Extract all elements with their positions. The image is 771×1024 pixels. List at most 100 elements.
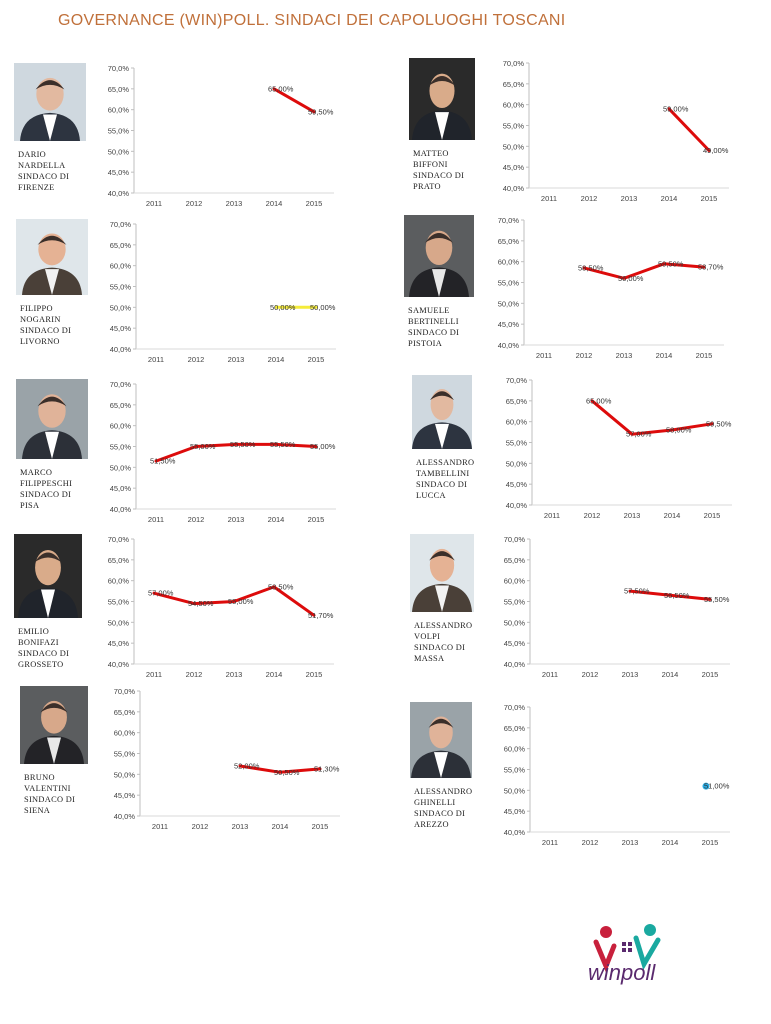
y-tick-label: 40,0% <box>504 828 526 837</box>
y-tick-label: 60,0% <box>114 729 136 738</box>
y-tick-label: 60,0% <box>504 577 526 586</box>
x-tick-label: 2012 <box>582 670 599 679</box>
x-tick-label: 2013 <box>226 670 243 679</box>
mayor-caption: EMILIO BONIFAZI SINDACO DI GROSSETO <box>18 626 104 670</box>
x-tick-label: 2012 <box>582 838 599 847</box>
y-tick-label: 65,0% <box>498 237 520 246</box>
mayor-caption-line: SAMUELE <box>408 306 450 315</box>
data-label: 58,50% <box>268 582 294 591</box>
mayor-caption-line: LIVORNO <box>20 337 60 346</box>
y-tick-label: 65,0% <box>503 80 525 89</box>
y-tick-label: 55,0% <box>110 443 132 452</box>
mayor-photo <box>404 215 474 297</box>
x-tick-label: 2012 <box>188 355 205 364</box>
x-tick-label: 2013 <box>232 822 249 831</box>
mayor-caption-line: LUCCA <box>416 491 446 500</box>
y-tick-label: 45,0% <box>110 324 132 333</box>
mayor-photo <box>16 379 88 459</box>
y-tick-label: 65,0% <box>108 556 130 565</box>
x-tick-label: 2013 <box>228 515 245 524</box>
mayor-caption-line: BIFFONI <box>413 160 448 169</box>
mayor-caption-line: SINDACO DI <box>20 326 72 335</box>
mayor-caption-line: BERTINELLI <box>408 317 459 326</box>
x-tick-label: 2014 <box>272 822 289 831</box>
approval-chart: 70,0% 65,0% 60,0% 55,0% 50,0% 45,0% 40,0% 2011 2… <box>86 63 336 213</box>
mayor-caption: MARCO FILIPPESCHI SINDACO DI PISA <box>20 467 106 511</box>
mayor-caption-line: BONIFAZI <box>18 638 59 647</box>
data-point <box>702 782 710 790</box>
y-tick-label: 50,0% <box>108 147 130 156</box>
x-tick-label: 2013 <box>622 838 639 847</box>
approval-chart: 70,0% 65,0% 60,0% 55,0% 50,0% 45,0% 40,0% 2011 2… <box>476 215 726 365</box>
x-tick-label: 2015 <box>308 515 325 524</box>
y-tick-label: 50,0% <box>504 618 526 627</box>
y-tick-label: 55,0% <box>108 127 130 136</box>
mayor-caption-line: DARIO <box>18 150 47 159</box>
data-label: 59,00% <box>663 104 689 113</box>
approval-chart: 70,0% 65,0% 60,0% 55,0% 50,0% 45,0% 40,0% 2011 2… <box>482 702 732 852</box>
data-label: 65,00% <box>268 84 294 93</box>
data-label: 51,70% <box>308 611 334 620</box>
x-tick-label: 2011 <box>146 199 162 208</box>
chart-svg: 70,0% 65,0% 60,0% 55,0% 50,0% 45,0% 40,0% 2011 2… <box>108 535 334 679</box>
mayor-caption-line: AREZZO <box>414 820 449 829</box>
mayor-caption-line: MARCO <box>20 468 53 477</box>
mayor-caption-line: MATTEO <box>413 149 449 158</box>
x-tick-label: 2012 <box>584 511 601 520</box>
x-tick-label: 2013 <box>616 351 633 360</box>
data-label: 55,50% <box>230 440 256 449</box>
mayor-panel-pistoia: SAMUELE BERTINELLI SINDACO DI PISTOIA 70,0% 6… <box>404 215 771 365</box>
mayor-caption: ALESSANDRO TAMBELLINI SINDACO DI LUCCA <box>416 457 502 501</box>
data-label: 49,00% <box>703 146 729 155</box>
x-tick-label: 2012 <box>576 351 593 360</box>
y-tick-label: 60,0% <box>504 745 526 754</box>
mayor-caption-line: SINDACO DI <box>414 643 466 652</box>
data-label: 57,00% <box>148 589 174 598</box>
y-tick-label: 40,0% <box>503 184 525 193</box>
approval-chart: 70,0% 65,0% 60,0% 55,0% 50,0% 45,0% 40,0% 2011 2… <box>92 686 342 836</box>
mayor-caption-line: GROSSETO <box>18 660 64 669</box>
mayor-caption-line: SIENA <box>24 806 51 815</box>
y-tick-label: 55,0% <box>506 439 528 448</box>
mayor-photo <box>20 686 88 764</box>
series-line <box>667 107 711 152</box>
y-tick-label: 55,0% <box>498 279 520 288</box>
x-tick-label: 2014 <box>266 670 283 679</box>
y-tick-label: 55,0% <box>504 598 526 607</box>
mayor-caption-line: VOLPI <box>414 632 441 641</box>
chart-svg: 70,0% 65,0% 60,0% 55,0% 50,0% 45,0% 40,0% 2011 2… <box>110 380 336 524</box>
approval-chart: 70,0% 65,0% 60,0% 55,0% 50,0% 45,0% 40,0% 2011 2… <box>86 534 336 684</box>
data-label: 50,00% <box>270 303 296 312</box>
mayor-caption-line: SINDACO DI <box>18 649 70 658</box>
y-tick-label: 50,0% <box>498 299 520 308</box>
data-label: 52,00% <box>234 762 260 771</box>
mayor-caption-line: ALESSANDRO <box>414 787 473 796</box>
y-tick-label: 45,0% <box>503 163 525 172</box>
chart-svg: 70,0% 65,0% 60,0% 55,0% 50,0% 45,0% 40,0% 2011 2… <box>506 376 732 520</box>
data-label: 51,50% <box>150 457 176 466</box>
x-tick-label: 2011 <box>541 194 557 203</box>
x-tick-label: 2014 <box>266 199 283 208</box>
y-tick-label: 60,0% <box>498 258 520 267</box>
y-tick-label: 70,0% <box>110 380 132 389</box>
y-tick-label: 55,0% <box>110 283 132 292</box>
y-tick-label: 65,0% <box>504 556 526 565</box>
x-tick-label: 2014 <box>661 194 678 203</box>
mayor-caption: ALESSANDRO VOLPI SINDACO DI MASSA <box>414 620 500 664</box>
x-tick-label: 2012 <box>186 199 203 208</box>
mayor-caption-line: FIRENZE <box>18 183 55 192</box>
y-tick-label: 40,0% <box>506 501 528 510</box>
x-tick-label: 2011 <box>146 670 162 679</box>
x-tick-label: 2011 <box>152 822 168 831</box>
mayor-panel-massa: ALESSANDRO VOLPI SINDACO DI MASSA 70,0% 65,0%… <box>410 534 771 684</box>
y-tick-label: 40,0% <box>504 660 526 669</box>
x-tick-label: 2011 <box>148 355 164 364</box>
y-tick-label: 50,0% <box>108 618 130 627</box>
x-tick-label: 2012 <box>581 194 598 203</box>
mayor-caption-line: SINDACO DI <box>18 172 70 181</box>
mayor-caption-line: MASSA <box>414 654 445 663</box>
x-tick-label: 2015 <box>306 670 323 679</box>
approval-chart: 70,0% 65,0% 60,0% 55,0% 50,0% 45,0% 40,0% 2011 2… <box>482 534 732 684</box>
chart-svg: 70,0% 65,0% 60,0% 55,0% 50,0% 45,0% 40,0% 2011 2… <box>498 216 724 360</box>
mayor-photo <box>14 534 82 618</box>
